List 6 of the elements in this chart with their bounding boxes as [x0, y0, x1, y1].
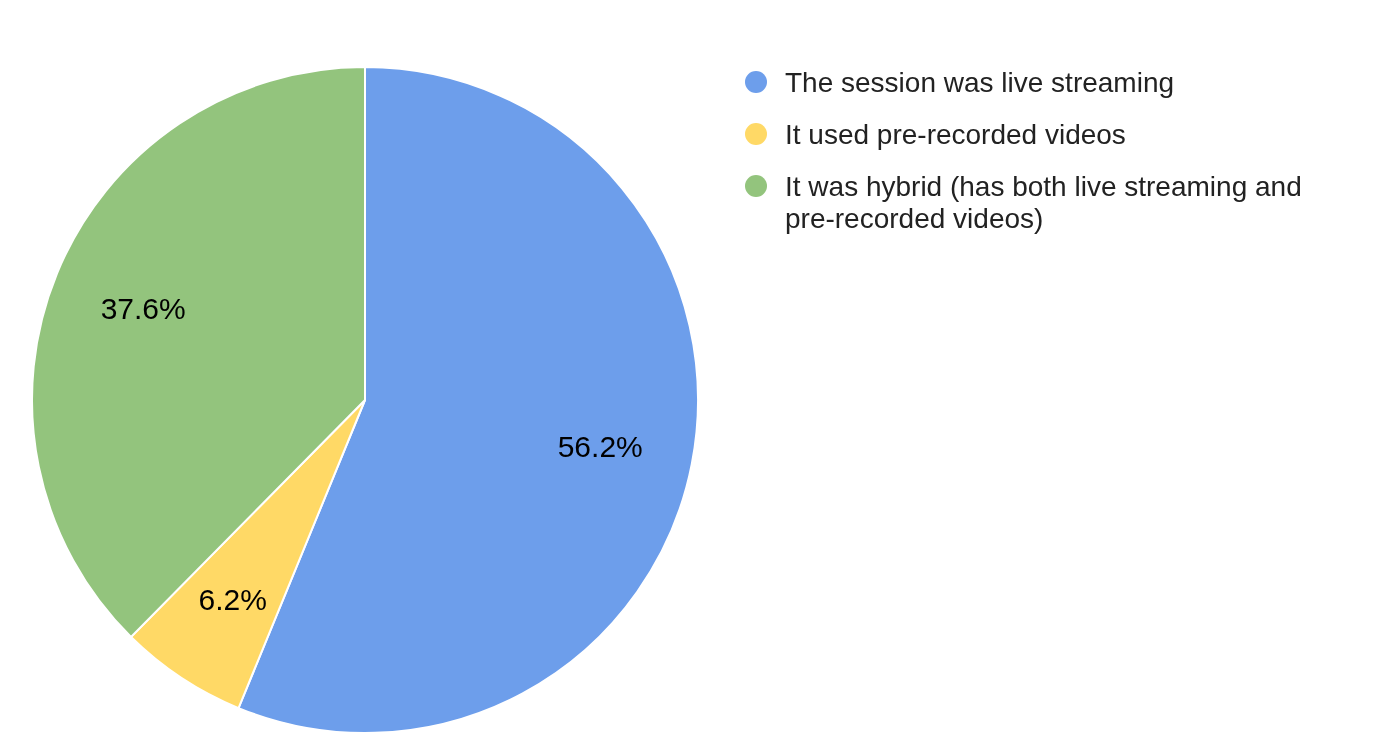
legend-label: It used pre-recorded videos	[785, 118, 1126, 150]
legend-label: It was hybrid (has both live streaming and pre-recorded videos)	[785, 170, 1302, 234]
legend-label: The session was live streaming	[785, 66, 1175, 98]
data-label: 56.2%	[557, 429, 643, 463]
data-label: 37.6%	[100, 292, 186, 326]
data-label: 6.2%	[198, 583, 267, 617]
